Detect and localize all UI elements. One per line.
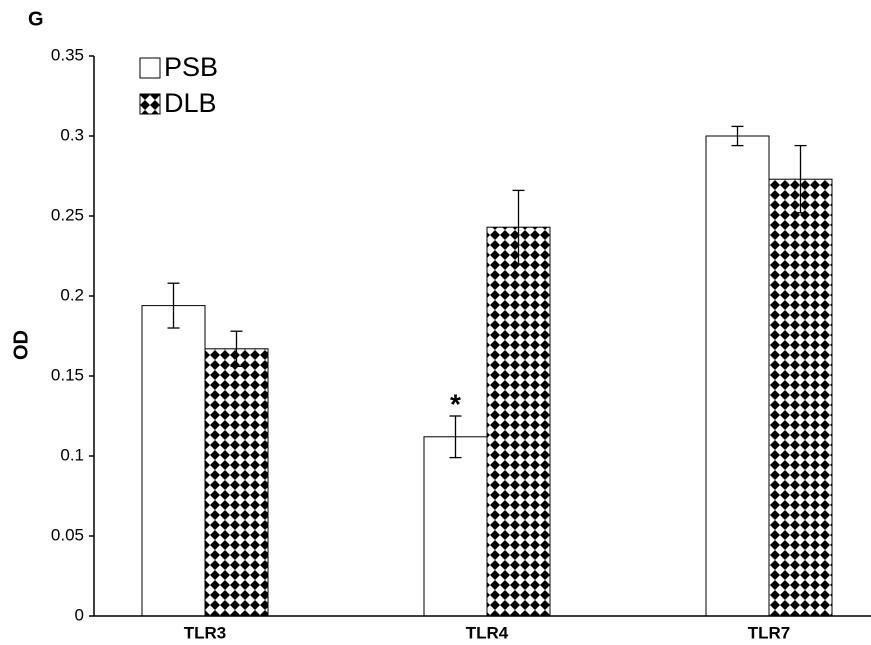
y-tick-label: 0.15: [51, 365, 84, 384]
y-tick-label: 0.05: [51, 525, 84, 544]
y-tick-label: 0.3: [60, 125, 84, 144]
bar: [769, 179, 832, 616]
legend-label: PSB: [164, 52, 218, 82]
legend-swatch: [140, 94, 160, 114]
x-tick-label: TLR4: [466, 623, 509, 642]
y-tick-label: 0.35: [51, 45, 84, 64]
y-tick-label: 0.2: [60, 285, 84, 304]
bar: [424, 437, 487, 616]
y-tick-label: 0: [75, 605, 84, 624]
legend-label: DLB: [164, 88, 217, 118]
x-tick-label: TLR7: [748, 623, 791, 642]
x-tick-label: TLR3: [184, 623, 227, 642]
panel-label: G: [28, 8, 44, 30]
bar: [706, 136, 769, 616]
legend-swatch: [140, 58, 160, 78]
bar: [142, 306, 205, 616]
bar: [487, 227, 550, 616]
y-axis-label: OD: [10, 330, 32, 360]
bar: [205, 349, 268, 616]
annotation: *: [450, 388, 461, 419]
chart: G OD 0 0.05 0.1 0.15 0.2 0.25 0.3 0.35 TLR3 TLR4 T…: [0, 0, 871, 645]
y-tick-label: 0.1: [60, 445, 84, 464]
y-tick-label: 0.25: [51, 205, 84, 224]
